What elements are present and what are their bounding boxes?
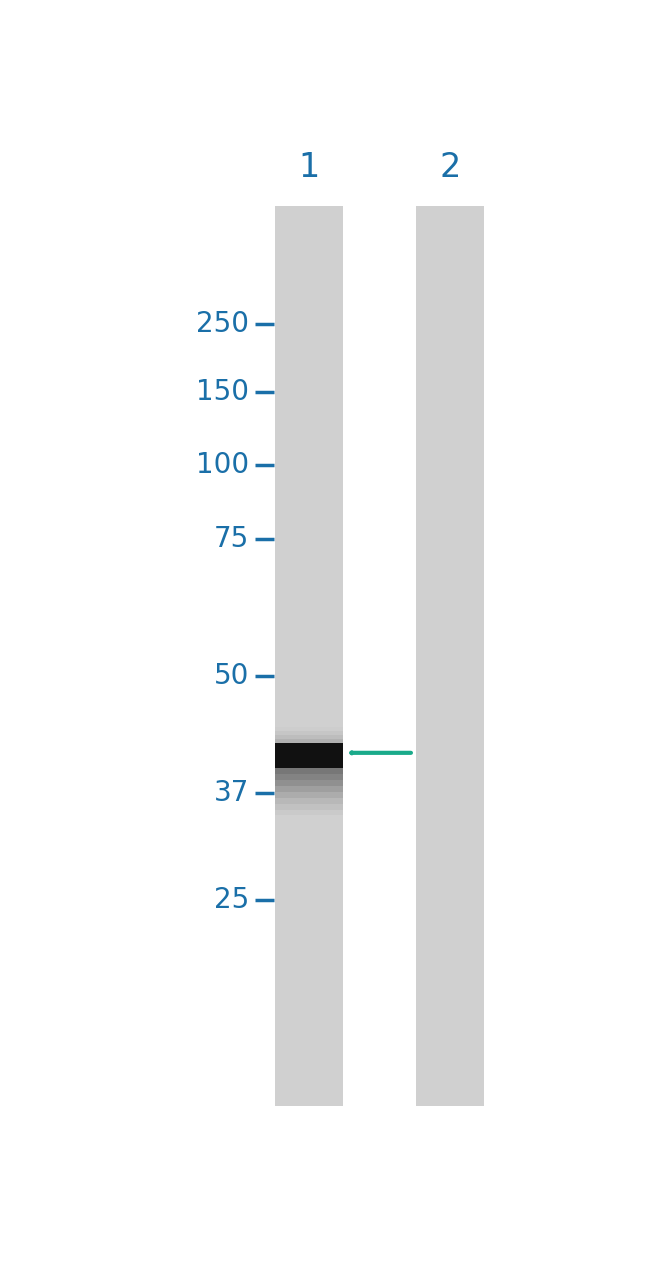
Bar	[275, 748, 343, 809]
Bar	[275, 745, 343, 815]
Bar	[275, 743, 343, 768]
Bar	[275, 754, 343, 798]
Bar	[275, 206, 343, 1106]
Text: 37: 37	[214, 779, 249, 806]
Text: 25: 25	[214, 886, 249, 914]
Text: 250: 250	[196, 310, 249, 338]
Bar	[275, 751, 343, 804]
Bar	[275, 757, 343, 792]
Bar	[275, 728, 343, 743]
Bar	[275, 762, 343, 780]
Text: 2: 2	[439, 151, 461, 184]
Text: 75: 75	[214, 525, 249, 552]
Bar	[275, 739, 343, 743]
Bar	[275, 766, 343, 775]
Bar	[275, 759, 343, 786]
Bar	[275, 732, 343, 743]
Text: 50: 50	[214, 662, 249, 690]
Text: 150: 150	[196, 378, 249, 406]
Text: 100: 100	[196, 451, 249, 479]
Bar	[275, 735, 343, 743]
Bar	[416, 206, 484, 1106]
Text: 1: 1	[298, 151, 320, 184]
